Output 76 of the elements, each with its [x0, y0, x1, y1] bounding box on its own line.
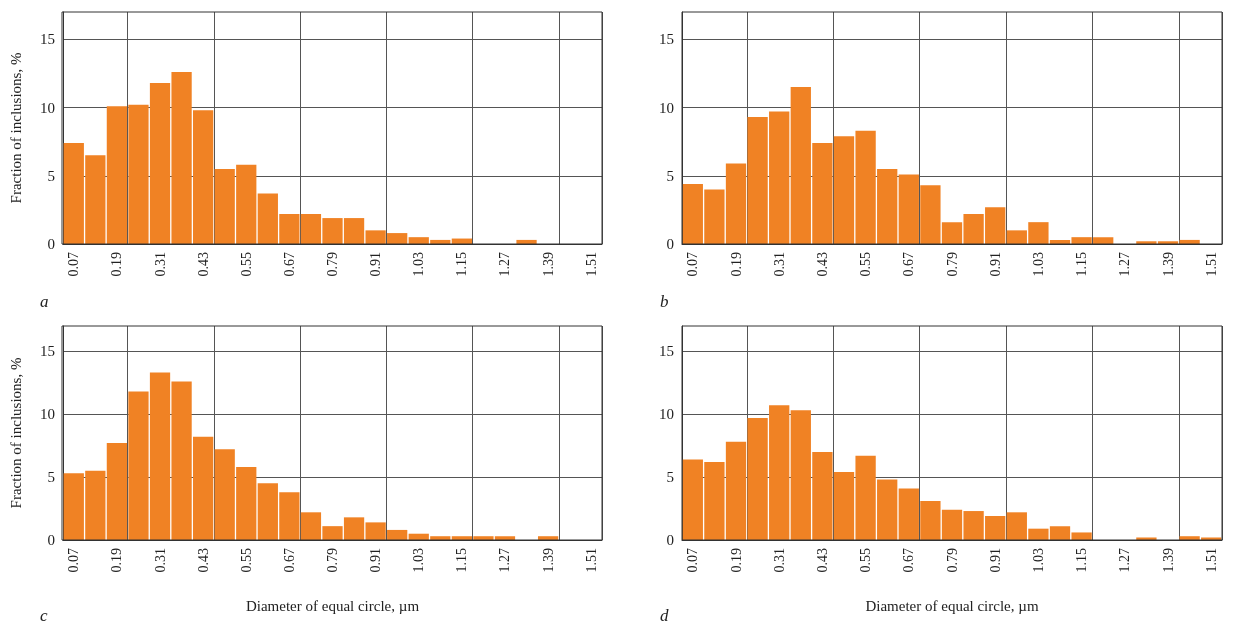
x-tick-label: 1.51: [583, 548, 599, 573]
x-tick-label: 1.15: [1074, 252, 1090, 277]
x-tick-label: 1.27: [497, 252, 513, 277]
y-tick-label: 15: [659, 31, 674, 48]
y-tick-label: 5: [666, 167, 674, 184]
x-tick-label: 0.31: [771, 548, 787, 573]
x-tick-label: 0.31: [152, 252, 168, 277]
y-tick-label: 10: [659, 99, 674, 116]
x-axis-title: Diameter of equal circle, µm: [245, 597, 420, 614]
x-tick-label: 1.03: [411, 548, 427, 573]
x-tick-label: 1.27: [1117, 252, 1133, 277]
x-tick-label: 0.31: [771, 252, 787, 277]
y-tick-label: 5: [47, 469, 55, 486]
y-axis-title: Fraction of inclusions, %: [7, 52, 24, 204]
x-tick-label: 0.79: [325, 252, 340, 277]
x-tick-label: 0.43: [814, 252, 830, 277]
text: a: [40, 292, 49, 311]
y-tick-label: 0: [47, 532, 55, 548]
x-tick-label: 0.19: [109, 252, 125, 277]
y-tick-label: 15: [659, 343, 674, 360]
x-tick-label: 0.91: [368, 548, 384, 573]
x-tick-label: 1.27: [1117, 548, 1133, 573]
x-tick-label: 0.91: [987, 548, 1003, 573]
x-tick-label: 0.07: [66, 548, 82, 573]
x-axis-title: Diameter of equal circle, µm: [865, 597, 1039, 614]
x-tick-label: 0.67: [281, 252, 297, 277]
x-tick-label: 0.43: [195, 252, 211, 277]
x-tick-label: 0.55: [238, 548, 254, 573]
y-tick-label: 0: [47, 236, 55, 252]
x-tick-label: 1.39: [1160, 252, 1176, 277]
x-tick-label: 0.79: [944, 252, 960, 277]
y-tick-label: 10: [40, 99, 55, 116]
x-tick-label: 0.19: [109, 548, 125, 573]
x-tick-label: 0.67: [281, 548, 297, 573]
y-axis-title: Fraction of inclusions, %: [7, 357, 24, 509]
y-tick-label: 15: [40, 31, 55, 48]
x-tick-label: 0.79: [325, 548, 340, 573]
x-tick-label: 1.51: [1203, 252, 1219, 277]
x-tick-label: 1.03: [1030, 252, 1046, 277]
x-tick-label: 1.15: [1074, 548, 1090, 573]
y-tick-label: 15: [40, 343, 55, 360]
x-tick-label: 0.79: [944, 548, 960, 573]
x-tick-label: 0.55: [858, 252, 874, 277]
x-tick-label: 1.15: [454, 252, 470, 277]
x-tick-label: 1.39: [540, 548, 556, 573]
x-tick-label: 0.55: [238, 252, 254, 277]
x-tick-label: 0.43: [814, 548, 830, 573]
x-tick-label: 0.07: [685, 252, 701, 277]
x-tick-label: 0.91: [368, 252, 384, 277]
y-tick-label: 0: [666, 532, 674, 548]
x-tick-label: 1.15: [454, 548, 470, 573]
x-tick-label: 1.27: [497, 548, 513, 573]
x-tick-label: 0.55: [858, 548, 874, 573]
text: c: [40, 606, 48, 625]
y-tick-label: 10: [659, 406, 674, 423]
x-tick-label: 1.03: [411, 252, 427, 277]
x-tick-label: 1.51: [1203, 548, 1219, 573]
x-tick-label: 0.07: [66, 252, 82, 277]
text: d: [660, 606, 669, 625]
x-tick-label: 0.43: [195, 548, 211, 573]
x-tick-label: 0.19: [728, 548, 744, 573]
x-tick-label: 1.39: [1160, 548, 1176, 573]
x-tick-label: 0.67: [901, 252, 917, 277]
x-tick-label: 1.03: [1030, 548, 1046, 573]
x-tick-label: 0.31: [152, 548, 168, 573]
y-tick-label: 0: [666, 236, 674, 252]
y-tick-label: 5: [47, 167, 55, 184]
y-tick-label: 10: [40, 406, 55, 423]
y-tick-label: 5: [666, 469, 674, 486]
x-tick-label: 0.19: [728, 252, 744, 277]
x-tick-label: 1.39: [540, 252, 556, 277]
x-tick-label: 0.07: [685, 548, 701, 573]
x-tick-label: 0.67: [901, 548, 917, 573]
x-tick-label: 0.91: [987, 252, 1003, 277]
text: b: [660, 292, 669, 311]
x-tick-label: 1.51: [583, 252, 599, 277]
